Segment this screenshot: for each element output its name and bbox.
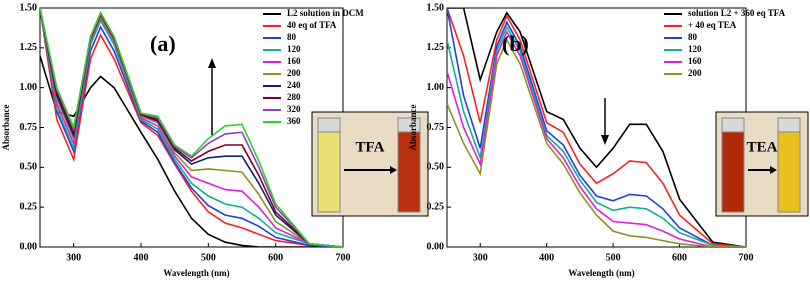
- arrow-head: [601, 135, 609, 145]
- x-tick-label: 500: [606, 252, 621, 263]
- inset-arrow-head: [390, 166, 397, 174]
- spectrum-line: [40, 8, 343, 247]
- spectrum-line: [447, 25, 746, 247]
- vial: [777, 131, 801, 213]
- legend-label: 240: [287, 80, 301, 90]
- legend-label: 200: [688, 68, 702, 78]
- legend-label: 80: [287, 32, 297, 42]
- chart-panel: 0.00 0.25 0.50 0.75 1.00 1.25 1.50 300 400 500 600…: [408, 2, 809, 278]
- y-axis-label: Absorbance: [408, 104, 418, 150]
- y-tick-label: 1.25: [427, 42, 445, 53]
- x-tick-label: 400: [134, 252, 149, 263]
- arrow-head: [208, 58, 216, 68]
- y-tick-label: 0.00: [20, 241, 38, 252]
- x-tick-label: 300: [473, 252, 488, 263]
- x-tick-label: 400: [539, 252, 554, 263]
- legend-label: 40 eq of TFA: [287, 20, 337, 30]
- spectrum-line: [447, 30, 746, 247]
- y-tick-label: 0.25: [427, 201, 445, 212]
- y-tick-label: 0.00: [427, 241, 445, 252]
- y-tick-label: 0.50: [20, 162, 38, 173]
- vial: [721, 131, 745, 213]
- y-tick-label: 1.50: [427, 2, 445, 13]
- vial-cap: [721, 117, 745, 133]
- spectrum-line: [447, 8, 746, 247]
- y-tick-label: 1.00: [427, 82, 445, 93]
- y-tick-label: 1.00: [20, 82, 38, 93]
- legend-label: 280: [287, 92, 301, 102]
- legend-label: 360: [287, 116, 301, 126]
- legend-label: 80: [688, 32, 698, 42]
- spectrum-line: [447, 38, 746, 247]
- y-tick-label: 0.25: [20, 201, 38, 212]
- x-tick-label: 600: [268, 252, 283, 263]
- legend-label: 160: [287, 56, 301, 66]
- inset-label: TFA: [356, 139, 385, 155]
- inset-label: TEA: [747, 139, 778, 155]
- panel-label: (b): [502, 31, 529, 56]
- legend-label: + 40 eq TEA: [688, 20, 737, 30]
- legend-label: 160: [688, 56, 702, 66]
- spectrum-line: [40, 8, 343, 247]
- y-axis-label: Absorbance: [1, 104, 11, 150]
- spectrum-line: [40, 8, 343, 247]
- spectrum-line: [447, 8, 746, 247]
- vial-cap: [777, 117, 801, 133]
- panel-label: (a): [150, 31, 176, 56]
- x-tick-label: 700: [336, 252, 351, 263]
- x-tick-label: 700: [739, 252, 754, 263]
- vial: [397, 131, 421, 213]
- chart-panel: 0.00 0.25 0.50 0.75 1.00 1.25 1.50 300 400 500 600…: [1, 2, 429, 278]
- spectrum-line: [447, 8, 746, 247]
- x-tick-label: 500: [201, 252, 216, 263]
- legend-label: 120: [287, 44, 301, 54]
- legend-label: 200: [287, 68, 301, 78]
- y-tick-label: 1.50: [20, 2, 38, 13]
- x-axis-label: Wavelength (nm): [568, 268, 634, 278]
- y-tick-label: 0.50: [427, 162, 445, 173]
- legend-label: 320: [287, 104, 301, 114]
- y-tick-label: 0.75: [20, 122, 38, 133]
- x-tick-label: 300: [66, 252, 81, 263]
- y-tick-label: 1.25: [20, 42, 38, 53]
- legend-label: L2 solution in DCM: [287, 8, 364, 18]
- vial-cap: [317, 117, 341, 133]
- x-axis-label: Wavelength (nm): [163, 268, 229, 278]
- vial: [317, 131, 341, 213]
- x-tick-label: 600: [672, 252, 687, 263]
- y-tick-label: 0.75: [427, 122, 445, 133]
- inset-arrow-head: [770, 166, 777, 174]
- legend-label: 120: [688, 44, 702, 54]
- legend-label: solution L2 + 360 eq TFA: [688, 8, 786, 18]
